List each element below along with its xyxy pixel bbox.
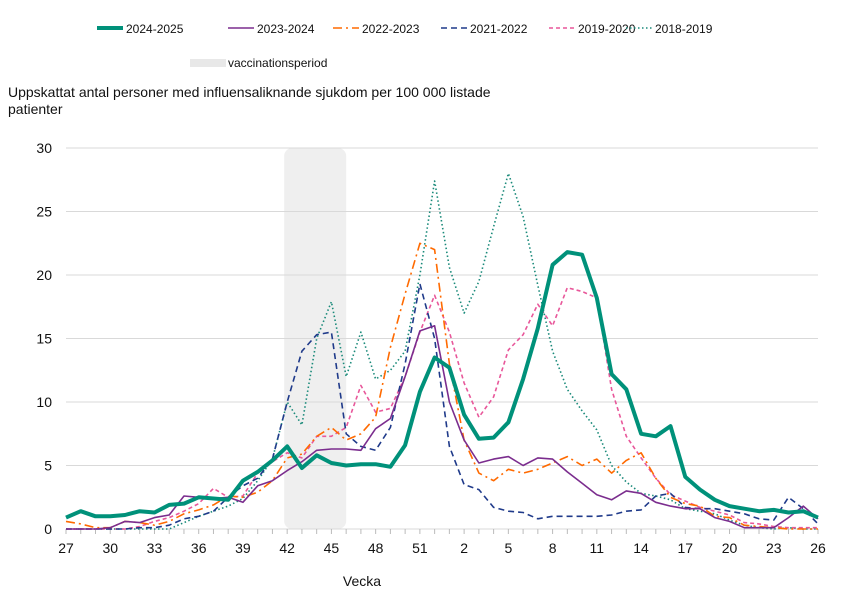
- y-tick-label: 0: [44, 521, 52, 537]
- x-tick-label: 39: [235, 540, 251, 556]
- legend-item-2018-2019: 2018-2019: [626, 22, 713, 36]
- legend-item-2024-2025: 2024-2025: [97, 22, 184, 36]
- legend-label: 2022-2023: [362, 22, 420, 36]
- x-tick-label: 14: [633, 540, 649, 556]
- series-2018-2019: [65, 172, 819, 530]
- legend-swatch: [190, 59, 226, 67]
- x-tick-label: 26: [810, 540, 826, 556]
- x-tick-label: 2: [460, 540, 468, 556]
- y-tick-label: 15: [36, 331, 52, 347]
- x-tick-label: 51: [412, 540, 428, 556]
- x-tick-label: 36: [191, 540, 207, 556]
- x-tick-label: 17: [678, 540, 694, 556]
- x-tick-label: 23: [766, 540, 782, 556]
- legend-label: 2024-2025: [126, 22, 184, 36]
- legend-item-2023-2024: 2023-2024: [228, 22, 315, 36]
- y-tick-label: 30: [36, 140, 52, 156]
- series-2022-2023: [65, 242, 819, 530]
- x-tick-label: 45: [324, 540, 340, 556]
- legend-item-2022-2023: 2022-2023: [333, 22, 420, 36]
- chart-title: Uppskattat antal personer med influensal…: [8, 84, 491, 117]
- series-2023-2024: [65, 324, 819, 530]
- legend-item-vaccinationsperiod: vaccinationsperiod: [190, 56, 327, 70]
- y-tick-label: 5: [44, 458, 52, 474]
- legend-label: 2018-2019: [655, 22, 713, 36]
- x-axis-label: Vecka: [343, 573, 381, 589]
- legend-item-2021-2022: 2021-2022: [441, 22, 528, 36]
- x-tick-label: 11: [590, 540, 605, 556]
- series-line: [66, 324, 819, 530]
- series-2024-2025: [65, 250, 819, 520]
- series-line: [65, 242, 818, 530]
- x-tick-label: 27: [58, 540, 74, 556]
- x-tick-label: 20: [722, 540, 738, 556]
- legend-label: 2019-2020: [578, 22, 636, 36]
- y-tick-label: 10: [36, 394, 52, 410]
- x-tick-label: 5: [504, 540, 512, 556]
- series-line: [65, 250, 819, 520]
- series-line: [66, 172, 818, 530]
- x-tick-label: 8: [549, 540, 557, 556]
- x-tick-label: 48: [368, 540, 384, 556]
- x-tick-label: 42: [279, 540, 295, 556]
- y-tick-label: 20: [36, 267, 52, 283]
- legend-item-2019-2020: 2019-2020: [549, 22, 636, 36]
- legend-label: 2021-2022: [470, 22, 528, 36]
- series-line: [66, 283, 819, 530]
- legend-label: vaccinationsperiod: [228, 56, 327, 70]
- y-tick-label: 25: [36, 204, 52, 220]
- x-tick-label: 30: [102, 540, 118, 556]
- legend-label: 2023-2024: [257, 22, 315, 36]
- x-tick-label: 33: [147, 540, 163, 556]
